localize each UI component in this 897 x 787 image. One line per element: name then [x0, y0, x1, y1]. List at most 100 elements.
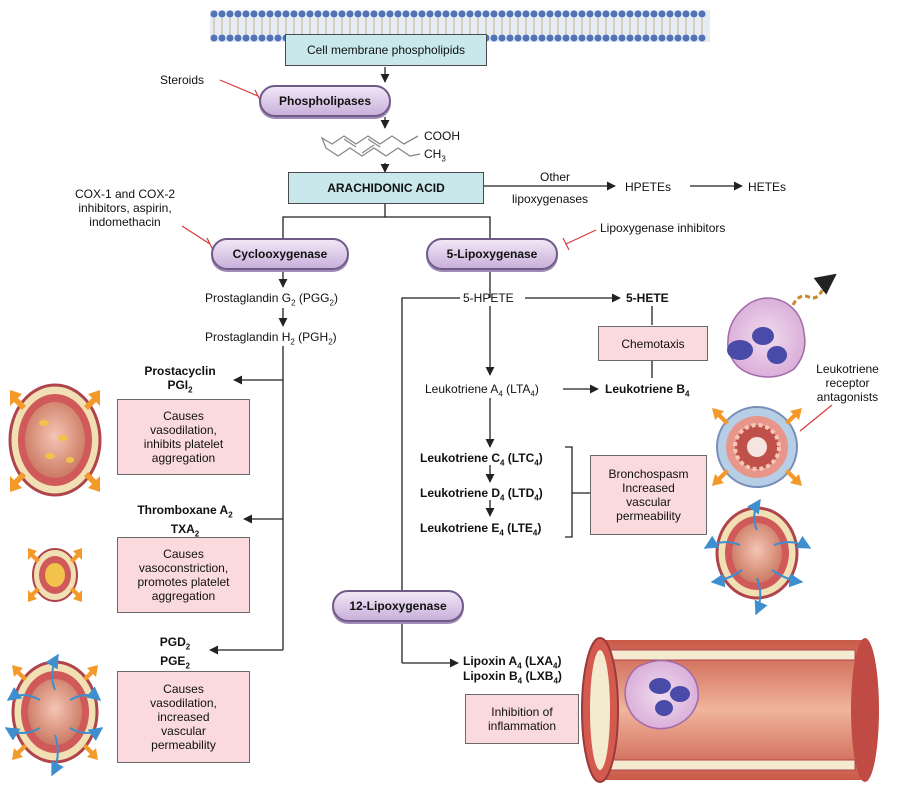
pgh2-s1: 2	[290, 337, 295, 347]
phospholipid-head	[658, 10, 666, 18]
cyclooxygenase-label: Cyclooxygenase	[232, 247, 328, 261]
lte4-a: Leukotriene E	[420, 521, 500, 535]
phospholipid-head	[506, 10, 514, 18]
ltb4-a: Leukotriene B	[605, 382, 686, 396]
phospholipid-head	[522, 34, 530, 42]
lxb4-b: (LXB	[522, 669, 554, 683]
phospholipid-head	[474, 10, 482, 18]
phospholipid-head	[538, 10, 546, 18]
lxa4-c: )	[557, 654, 562, 668]
arachidonic-acid-box: ARACHIDONIC ACID	[288, 172, 484, 204]
phospholipid-head	[466, 10, 474, 18]
lxb4-a: Lipoxin B	[463, 669, 518, 683]
12-lipoxygenase-label: 12-Lipoxygenase	[349, 599, 447, 613]
inhibition-line-1: Inhibition of	[491, 705, 553, 719]
arachidonic-acid-molecule	[320, 135, 421, 157]
phospholipid-head	[578, 34, 586, 42]
phospholipid-head	[498, 10, 506, 18]
phospholipid-head	[298, 10, 306, 18]
phospholipid-head	[250, 10, 258, 18]
5-hpete-label: 5-HPETE	[463, 291, 514, 305]
phospholipid-head	[650, 34, 658, 42]
vessel-permeable-leukotrienes	[703, 498, 812, 616]
phospholipid-head	[578, 10, 586, 18]
pge2: PGE2	[145, 654, 205, 673]
ltb4-s1: 4	[685, 389, 690, 399]
chemotaxis-box: Chemotaxis	[598, 326, 708, 361]
lta4-c: )	[534, 382, 539, 396]
pge2-text: PGE	[160, 654, 186, 669]
phospholipid-head	[586, 34, 594, 42]
phospholipid-head	[314, 10, 322, 18]
phospholipid-head	[458, 10, 466, 18]
thromboxane-name: Thromboxane A2	[120, 503, 250, 522]
lxa4-b: (LXA	[521, 654, 554, 668]
pgd-pge-effect-1: Causes	[163, 682, 204, 696]
bronchus-illustration	[712, 406, 802, 488]
phospholipid-head	[698, 10, 706, 18]
lxb4-s2: 4	[553, 676, 558, 686]
phospholipid-head	[634, 34, 642, 42]
lta4-a: Leukotriene A	[425, 382, 499, 396]
phospholipid-head	[562, 34, 570, 42]
pgd-pge-effect-5: permeability	[151, 738, 216, 752]
phospholipid-head	[210, 10, 218, 18]
phospholipid-head	[562, 10, 570, 18]
phospholipid-head	[226, 10, 234, 18]
phospholipid-head	[258, 34, 266, 42]
txa2-sub: 2	[194, 529, 200, 539]
pgi2-sub: 2	[188, 385, 193, 395]
lxa4-a: Lipoxin A	[463, 654, 518, 668]
lta4-label: Leukotriene A4 (LTA4)	[425, 382, 539, 401]
phospholipid-head	[690, 34, 698, 42]
phospholipid-head	[618, 34, 626, 42]
phospholipid-head	[682, 10, 690, 18]
inhibition-line-2: inflammation	[487, 719, 557, 733]
pgd-pge-effect-2: vasodilation,	[150, 696, 217, 710]
ltc4-a: Leukotriene C	[420, 451, 501, 465]
lxa4-s1: 4	[517, 661, 522, 671]
leukotriene-effect-2: Increased	[622, 481, 675, 495]
phospholipid-head	[498, 34, 506, 42]
phospholipid-head	[346, 10, 354, 18]
lipoxygenase-inhibitors-label: Lipoxygenase inhibitors	[600, 221, 726, 235]
12-lipoxygenase-pill: 12-Lipoxygenase	[332, 590, 464, 622]
ltd4-s1: 4	[500, 493, 505, 503]
ltc4-s1: 4	[500, 458, 505, 468]
cox-inhibitors-label: COX-1 and COX-2 inhibitors, aspirin, ind…	[50, 187, 200, 229]
phospholipid-head	[586, 10, 594, 18]
phospholipid-head	[554, 10, 562, 18]
lxb4-c: )	[557, 669, 562, 683]
pgg2-a: Prostaglandin G	[205, 291, 292, 305]
lta4-b: (LTA	[502, 382, 531, 396]
pgd2: PGD2	[145, 635, 205, 654]
phospholipid-head	[362, 10, 370, 18]
phospholipid-head	[354, 10, 362, 18]
phospholipid-head	[234, 10, 242, 18]
phospholipid-head	[658, 34, 666, 42]
phospholipid-head	[554, 34, 562, 42]
pgh2-label: Prostaglandin H2 (PGH2)	[205, 330, 337, 349]
phospholipid-head	[394, 10, 402, 18]
phospholipid-head	[370, 10, 378, 18]
ltc4-b: (LTC	[504, 451, 535, 465]
phospholipid-head	[490, 34, 498, 42]
prostacyclin-effect-box: Causes vasodilation, inhibits platelet a…	[117, 399, 250, 475]
thromboxane-effect-3: promotes platelet	[137, 575, 230, 589]
phospholipid-head	[322, 10, 330, 18]
phospholipid-head	[666, 10, 674, 18]
arachidonic-label: ARACHIDONIC ACID	[327, 181, 445, 195]
vessel-permeable-pgd-pge	[4, 653, 104, 777]
pgd2-pge2-label: PGD2 PGE2	[145, 635, 205, 674]
receptor-line-1: Leukotriene	[816, 362, 879, 376]
lxb4-label: Lipoxin B4 (LXB4)	[463, 669, 562, 688]
lte4-label: Leukotriene E4 (LTE4)	[420, 521, 541, 540]
membrane-phospholipids-box: Cell membrane phospholipids	[285, 34, 487, 66]
thromboxane-text: Thromboxane A	[137, 503, 229, 517]
pgh2-s2: 2	[328, 337, 333, 347]
leukotriene-effect-1: Bronchospasm	[608, 467, 689, 481]
phospholipid-head	[610, 34, 618, 42]
phospholipid-head	[290, 10, 298, 18]
lta4-s2: 4	[530, 389, 535, 399]
pgg2-c: )	[333, 291, 338, 305]
